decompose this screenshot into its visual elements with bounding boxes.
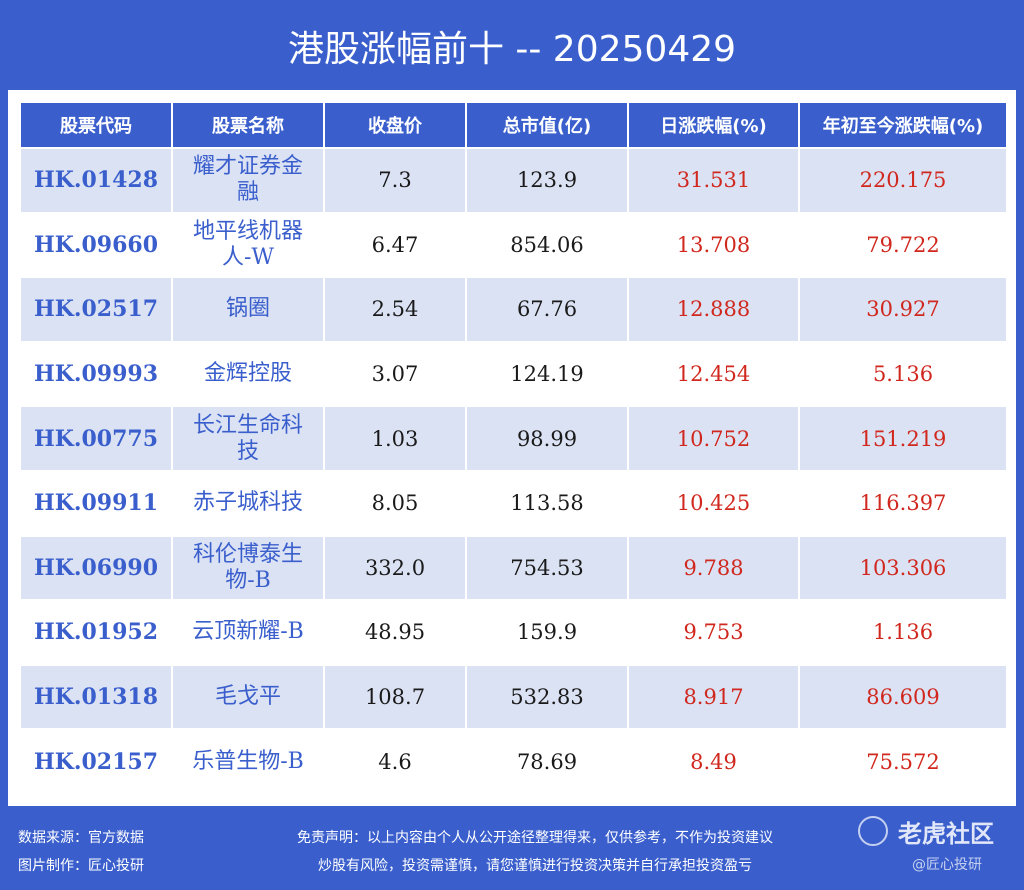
cell-ytd-change: 116.397 [798,469,1008,537]
cell-name: 耀才证券金融 [171,147,325,214]
cell-close: 2.54 [323,276,467,343]
table-row: HK.00775 长江生命科技 1.03 98.99 10.752 151.219 [19,405,1008,472]
cell-ytd-change: 75.572 [798,728,1008,795]
cell-daily-change: 12.454 [627,340,800,408]
cell-close: 332.0 [323,534,467,602]
stock-table: 股票代码 股票名称 收盘价 总市值(亿) 日涨跌幅(%) 年初至今涨跌幅(%) … [19,101,1008,795]
cell-daily-change: 31.531 [627,147,800,214]
cell-ytd-change: 30.927 [798,276,1008,343]
cell-daily-change: 9.753 [627,599,800,666]
cell-daily-change: 9.788 [627,534,800,602]
cell-market-cap: 98.99 [465,405,629,472]
table-header-row: 股票代码 股票名称 收盘价 总市值(亿) 日涨跌幅(%) 年初至今涨跌幅(%) [19,101,1008,149]
cell-ytd-change: 79.722 [798,211,1008,279]
cell-name: 长江生命科技 [171,405,325,472]
cell-market-cap: 854.06 [465,211,629,279]
table-row: HK.09660 地平线机器人-W 6.47 854.06 13.708 79.722 [19,211,1008,279]
cell-name: 毛戈平 [171,663,325,731]
cell-close: 48.95 [323,599,467,666]
cell-code: HK.01428 [19,147,173,214]
cell-code: HK.01318 [19,663,173,731]
header-code: 股票代码 [19,101,173,149]
cell-daily-change: 12.888 [627,276,800,343]
cell-ytd-change: 220.175 [798,147,1008,214]
footer: 数据来源：官方数据 图片制作：匠心投研 免责声明：以上内容由个人从公开途径整理得… [0,806,1024,890]
header-close: 收盘价 [323,101,467,149]
cell-code: HK.02517 [19,276,173,343]
cell-market-cap: 159.9 [465,599,629,666]
cell-close: 8.05 [323,469,467,537]
cell-daily-change: 8.917 [627,663,800,731]
header-market-cap: 总市值(亿) [465,101,629,149]
cell-code: HK.06990 [19,534,173,602]
footer-credits: 数据来源：官方数据 图片制作：匠心投研 [18,824,144,880]
cell-close: 7.3 [323,147,467,214]
cell-ytd-change: 103.306 [798,534,1008,602]
cell-market-cap: 754.53 [465,534,629,602]
header-ytd-change: 年初至今涨跌幅(%) [798,101,1008,149]
table-row: HK.02157 乐普生物-B 4.6 78.69 8.49 75.572 [19,728,1008,795]
cell-daily-change: 10.425 [627,469,800,537]
cell-market-cap: 124.19 [465,340,629,408]
cell-close: 4.6 [323,728,467,795]
cell-name: 云顶新耀-B [171,599,325,666]
cell-close: 1.03 [323,405,467,472]
disclaimer: 免责声明：以上内容由个人从公开途径整理得来，仅供参考，不作为投资建议 炒股有风险… [270,824,800,880]
cell-market-cap: 67.76 [465,276,629,343]
cell-daily-change: 13.708 [627,211,800,279]
page-title: 港股涨幅前十 -- 20250429 [287,29,737,70]
cell-code: HK.02157 [19,728,173,795]
table-row: HK.01428 耀才证券金融 7.3 123.9 31.531 220.175 [19,147,1008,214]
cell-code: HK.00775 [19,405,173,472]
cell-name: 地平线机器人-W [171,211,325,279]
cell-name: 乐普生物-B [171,728,325,795]
table-panel: 股票代码 股票名称 收盘价 总市值(亿) 日涨跌幅(%) 年初至今涨跌幅(%) … [8,90,1016,806]
header-daily-change: 日涨跌幅(%) [627,101,800,149]
cell-daily-change: 10.752 [627,405,800,472]
cell-close: 3.07 [323,340,467,408]
cell-name: 金辉控股 [171,340,325,408]
table-row: HK.01952 云顶新耀-B 48.95 159.9 9.753 1.136 [19,599,1008,666]
tiger-logo-icon [858,816,888,846]
cell-ytd-change: 5.136 [798,340,1008,408]
cell-code: HK.09911 [19,469,173,537]
image-maker: 图片制作：匠心投研 [18,858,144,874]
cell-close: 108.7 [323,663,467,731]
cell-ytd-change: 151.219 [798,405,1008,472]
cell-market-cap: 532.83 [465,663,629,731]
cell-name: 赤子城科技 [171,469,325,537]
table-row: HK.02517 锅圈 2.54 67.76 12.888 30.927 [19,276,1008,343]
cell-code: HK.09660 [19,211,173,279]
cell-name: 科伦博泰生物-B [171,534,325,602]
cell-ytd-change: 1.136 [798,599,1008,666]
cell-close: 6.47 [323,211,467,279]
disclaimer-line-2: 炒股有风险，投资需谨慎，请您谨慎进行投资决策并自行承担投资盈亏 [318,858,752,874]
table-row: HK.01318 毛戈平 108.7 532.83 8.917 86.609 [19,663,1008,731]
data-source: 数据来源：官方数据 [18,830,144,846]
cell-name: 锅圈 [171,276,325,343]
cell-ytd-change: 86.609 [798,663,1008,731]
table-row: HK.09911 赤子城科技 8.05 113.58 10.425 116.397 [19,469,1008,537]
watermark-brand: 老虎社区 [898,820,994,848]
cell-market-cap: 78.69 [465,728,629,795]
cell-market-cap: 113.58 [465,469,629,537]
cell-code: HK.01952 [19,599,173,666]
cell-daily-change: 8.49 [627,728,800,795]
watermark-handle: @匠心投研 [912,857,982,873]
cell-code: HK.09993 [19,340,173,408]
table-row: HK.06990 科伦博泰生物-B 332.0 754.53 9.788 103.306 [19,534,1008,602]
header-name: 股票名称 [171,101,325,149]
table-row: HK.09993 金辉控股 3.07 124.19 12.454 5.136 [19,340,1008,408]
cell-market-cap: 123.9 [465,147,629,214]
disclaimer-line-1: 免责声明：以上内容由个人从公开途径整理得来，仅供参考，不作为投资建议 [297,830,773,846]
